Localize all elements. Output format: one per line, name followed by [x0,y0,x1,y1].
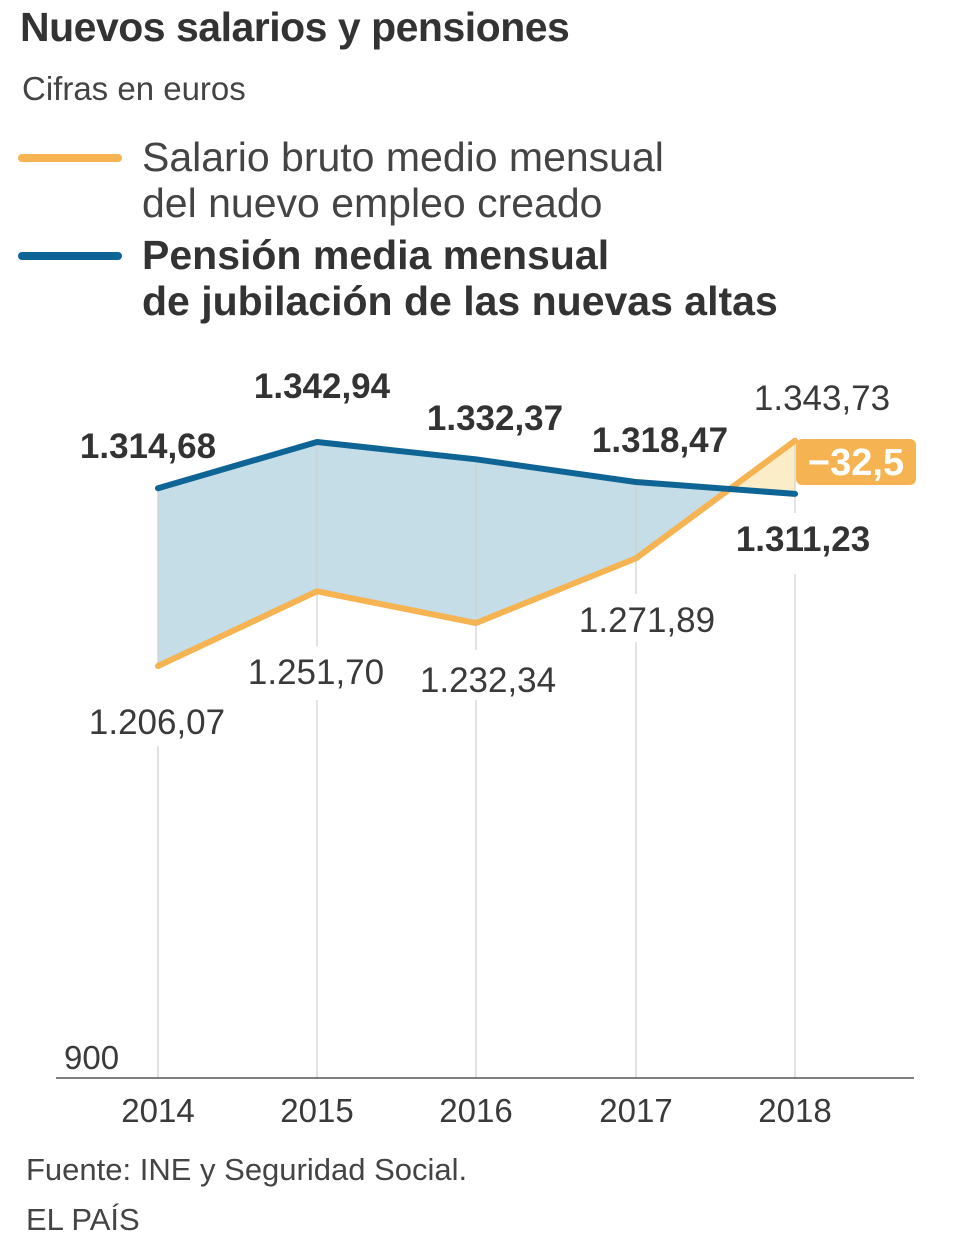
pension-line [155,439,798,497]
chart-subtitle: Cifras en euros [22,70,246,107]
salary-data-label: 1.251,70 [248,653,384,692]
legend-label-pension: Pensión media mensual de jubilación de l… [142,232,778,324]
x-tick-label: 2017 [599,1092,672,1129]
pension-data-label: 1.311,23 [736,520,870,559]
legend-swatch-salary [18,154,122,162]
publisher-credit: EL PAÍS [26,1202,140,1237]
x-tick-label: 2015 [280,1092,353,1129]
pension-data-label: 1.342,94 [254,367,391,406]
difference-badge [796,439,916,485]
chart-title: Nuevos salarios y pensiones [20,4,570,50]
source-note: Fuente: INE y Seguridad Social. [26,1152,468,1187]
salary-data-label: 1.206,07 [89,703,225,742]
salary-data-label: 1.271,89 [579,601,715,640]
gap-area-positive [158,442,730,666]
x-tick-label: 2018 [758,1092,831,1129]
pension-data-label: 1.314,68 [80,427,216,466]
x-tick-label: 2016 [439,1092,512,1129]
difference-badge-label: −32,5 [808,442,904,484]
pension-data-label: 1.332,37 [427,399,563,438]
pension-data-label: 1.318,47 [592,421,728,460]
salary-data-label: 1.232,34 [420,661,556,700]
legend-swatch-pension [18,252,122,260]
y-tick-label: 900 [64,1039,119,1076]
legend-label-salary: Salario bruto medio mensual del nuevo em… [142,134,664,226]
salary-data-label: 1.343,73 [754,379,890,418]
x-tick-label: 2014 [121,1092,194,1129]
salary-line [155,437,798,669]
